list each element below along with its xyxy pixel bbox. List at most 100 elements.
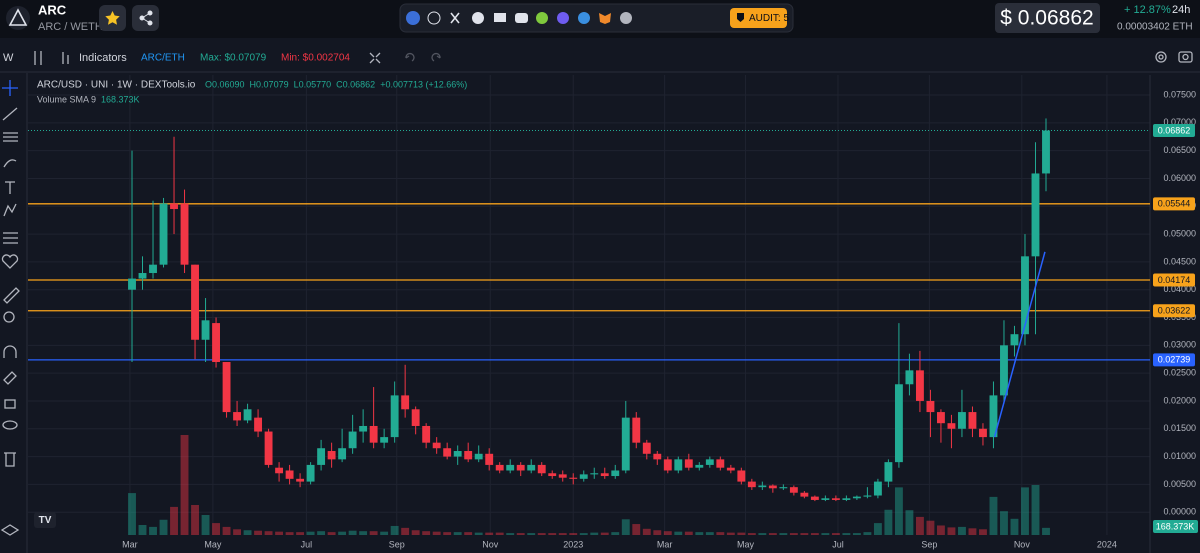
volume-bar bbox=[474, 532, 483, 535]
candle-body bbox=[128, 278, 136, 290]
volume-bar bbox=[254, 530, 263, 535]
delete-tool[interactable] bbox=[4, 452, 16, 467]
volume-bar bbox=[359, 531, 368, 535]
candle-body bbox=[979, 428, 987, 438]
candle-body bbox=[958, 412, 966, 429]
candle-body bbox=[191, 264, 199, 340]
zoom-tool[interactable] bbox=[3, 311, 15, 323]
icons-tool[interactable] bbox=[1, 254, 19, 269]
icon[interactable] bbox=[427, 11, 441, 25]
candles-icon[interactable] bbox=[34, 51, 42, 65]
toolbar bbox=[0, 42, 1200, 72]
candle-body bbox=[296, 478, 305, 482]
lock-drawing-tool[interactable] bbox=[3, 371, 17, 385]
undo-icon[interactable] bbox=[405, 52, 415, 62]
fib-tool[interactable] bbox=[3, 132, 18, 142]
trendline-tool[interactable] bbox=[2, 107, 18, 121]
candle-body bbox=[348, 431, 357, 449]
icon[interactable] bbox=[578, 12, 590, 24]
crosshair-tool[interactable] bbox=[2, 80, 18, 96]
x-tick-label: Mar bbox=[657, 539, 673, 549]
price-box bbox=[995, 3, 1100, 33]
candle-body bbox=[159, 203, 168, 265]
icon[interactable] bbox=[620, 12, 632, 24]
brush-tool[interactable] bbox=[3, 159, 17, 168]
visibility-tool[interactable] bbox=[2, 420, 18, 430]
redo-icon[interactable] bbox=[431, 52, 441, 62]
candle-body bbox=[359, 425, 368, 432]
x-tick-label: Sep bbox=[921, 539, 937, 549]
y-tick-label: 0.00500 bbox=[1163, 479, 1196, 489]
candle-body bbox=[947, 423, 956, 429]
magnet-tool[interactable] bbox=[3, 345, 17, 358]
candle-body bbox=[558, 474, 567, 478]
prediction-tool[interactable] bbox=[3, 232, 18, 244]
text-tool[interactable] bbox=[5, 181, 15, 194]
pattern-tool[interactable] bbox=[3, 203, 17, 217]
x-tick-label: May bbox=[204, 539, 222, 549]
candle-body bbox=[905, 370, 914, 385]
volume-bar bbox=[390, 525, 399, 535]
candle-body bbox=[684, 459, 693, 468]
volume-bar bbox=[590, 532, 599, 535]
volume-bar bbox=[233, 529, 242, 535]
audit-badge[interactable] bbox=[730, 8, 787, 28]
price-tag bbox=[1153, 353, 1195, 367]
volume-bar bbox=[1031, 485, 1040, 535]
candle-body bbox=[579, 474, 588, 479]
social-icons bbox=[406, 11, 632, 25]
volume-bar bbox=[800, 533, 809, 535]
candle-body bbox=[747, 481, 756, 488]
volume-bar bbox=[317, 531, 326, 535]
candle-body bbox=[212, 323, 220, 363]
chart-title: ARC/USD · UNI · 1W · DEXTools.io bbox=[37, 80, 196, 91]
volume-bar bbox=[506, 533, 515, 535]
volume-bar bbox=[695, 532, 704, 535]
lock-tool[interactable] bbox=[4, 399, 16, 409]
candle-body bbox=[338, 448, 347, 460]
indicators-button[interactable]: Indicators bbox=[79, 52, 127, 64]
pair: ARC / WETH bbox=[38, 21, 103, 33]
candle-body bbox=[474, 453, 483, 460]
candle-body bbox=[306, 464, 315, 482]
social-links bbox=[399, 3, 794, 33]
audit-label: AUDIT: 5 bbox=[749, 13, 789, 24]
volume-bar bbox=[779, 533, 788, 535]
candle-body bbox=[600, 473, 609, 477]
pair-toggle[interactable]: ARC/ETH bbox=[141, 53, 185, 64]
icon[interactable] bbox=[515, 13, 528, 23]
candle-body bbox=[1021, 256, 1029, 335]
icon[interactable] bbox=[472, 12, 484, 24]
volume-bar bbox=[128, 493, 136, 535]
share-button[interactable] bbox=[132, 5, 159, 31]
ruler-tool[interactable] bbox=[3, 287, 20, 304]
candle-body bbox=[873, 481, 882, 496]
candle-body bbox=[716, 459, 725, 468]
price-change: + 12.87% bbox=[1124, 4, 1171, 16]
candle-body bbox=[527, 464, 536, 471]
icon[interactable] bbox=[450, 12, 460, 24]
y-tick-label: 0.00000 bbox=[1163, 507, 1196, 517]
price-tag-label: 0.06862 bbox=[1158, 125, 1191, 135]
fullscreen-icon[interactable] bbox=[369, 52, 381, 64]
icon[interactable] bbox=[599, 13, 611, 24]
volume-bar bbox=[432, 531, 441, 535]
settings-icon[interactable] bbox=[1155, 51, 1167, 63]
ohlc-value: O0.06090 bbox=[205, 79, 245, 89]
camera-icon[interactable] bbox=[1178, 51, 1193, 63]
candle-body bbox=[485, 453, 494, 465]
layers-tool[interactable] bbox=[0, 524, 20, 536]
candle-body bbox=[852, 496, 861, 499]
interval-button[interactable]: W bbox=[3, 52, 14, 64]
candle-body bbox=[222, 362, 231, 413]
icon[interactable] bbox=[406, 11, 420, 25]
change-period: 24h bbox=[1172, 4, 1190, 16]
y-tick-label: 0.07500 bbox=[1163, 89, 1196, 99]
x-tick-label: Mar bbox=[122, 539, 138, 549]
y-tick-label: 0.01500 bbox=[1163, 423, 1196, 433]
icon[interactable] bbox=[557, 12, 569, 24]
volume-bar bbox=[989, 496, 998, 535]
icon[interactable] bbox=[536, 12, 548, 24]
icon[interactable] bbox=[494, 13, 506, 22]
price-eth: 0.00003402 ETH bbox=[1117, 22, 1193, 33]
